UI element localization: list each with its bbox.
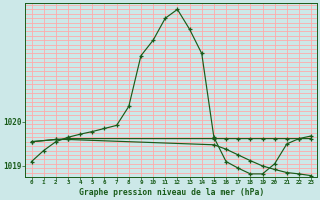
X-axis label: Graphe pression niveau de la mer (hPa): Graphe pression niveau de la mer (hPa) xyxy=(79,188,264,197)
